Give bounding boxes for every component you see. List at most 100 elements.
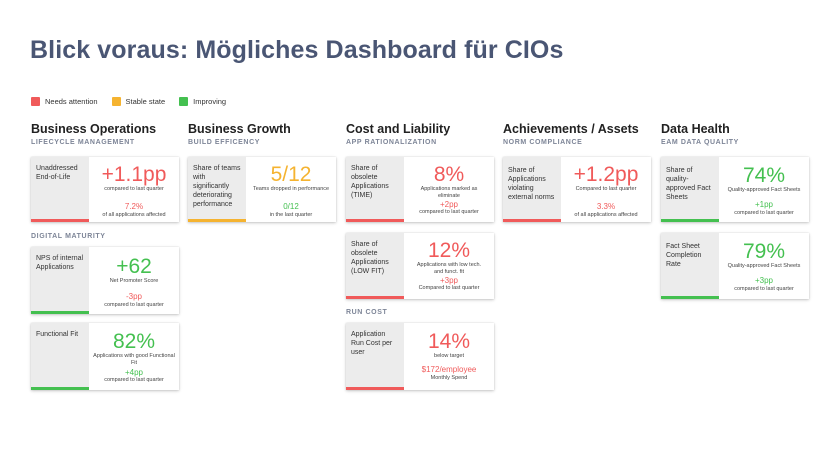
kpi-caption: Quality-approved Fact Sheets [727,263,801,270]
section-label-run-cost: RUN COST [346,309,388,316]
kpi-value: +1.2pp [573,163,639,186]
column-cost-liability: Cost and Liability APP RATIONALIZATION [346,122,496,146]
kpi-delta: +3pp [439,275,459,285]
kpi-value: 5/12 [270,163,312,186]
kpi-delta: $172/employee [421,364,477,374]
kpi-value-panel: 5/12 Teams dropped in performance 0/12 i… [246,157,336,222]
kpi-label-panel: Fact Sheet Completion Rate [661,233,719,299]
status-bar-yellow [188,219,246,222]
kpi-card-norm-violations[interactable]: Share of Applications violating external… [503,157,651,222]
column-business-growth: Business Growth BUILD EFFICENCY [188,122,338,146]
kpi-label-panel: Functional Fit [31,323,89,390]
kpi-caption: Applications with low tech. and funct. f… [416,262,482,275]
kpi-card-nps[interactable]: NPS of internal Applications +62 Net Pro… [31,247,179,314]
status-legend: Needs attention Stable state Improving [31,97,240,106]
kpi-value-panel: 74% Quality-approved Fact Sheets +1pp co… [719,157,809,222]
legend-item-improving: Improving [179,97,226,106]
column-achievements-assets: Achievements / Assets NORM COMPLIANCE [503,122,653,146]
kpi-card-run-cost[interactable]: Application Run Cost per user 14% below … [346,323,494,390]
kpi-value-panel: +1.2pp Compared to last quarter 3.3% of … [561,157,651,222]
kpi-value-panel: +1.1pp compared to last quarter 7.2% of … [89,157,179,222]
kpi-label-panel: Share of Applications violating external… [503,157,561,222]
kpi-label: Application Run Cost per user [351,331,393,357]
section-label-digital-maturity: DIGITAL MATURITY [31,233,106,240]
kpi-delta-caption: of all applications affected [574,211,638,218]
kpi-delta-caption: compared to last quarter [104,377,164,384]
page-title: Blick voraus: Mögliches Dashboard für CI… [30,36,564,64]
kpi-label-panel: Share of teams with significantly deteri… [188,157,246,222]
status-bar-green [661,219,719,222]
kpi-card-obsolete-time[interactable]: Share of obsolete Applications (TIME) 8%… [346,157,494,222]
column-data-health: Data Health EAM DATA QUALITY [661,122,811,146]
status-bar-red [31,219,89,222]
kpi-value-panel: 79% Quality-approved Fact Sheets +3pp co… [719,233,809,299]
kpi-caption: Teams dropped in performance [252,186,330,193]
column-title: Achievements / Assets [503,122,639,136]
kpi-label-panel: Share of obsolete Applications (LOW FIT) [346,233,404,299]
kpi-caption: compared to last quarter [104,186,164,193]
kpi-delta-caption: compared to last quarter [734,285,794,292]
kpi-value: 79% [742,240,786,263]
column-title: Business Operations [31,122,157,136]
legend-label: Stable state [125,97,166,106]
kpi-label-panel: Unaddressed End-of-Life [31,157,89,222]
kpi-label: Share of teams with significantly deteri… [193,165,241,209]
kpi-value: +1.1pp [101,163,167,186]
kpi-delta-caption: Monthly Spend [430,374,468,381]
kpi-card-obsolete-low-fit[interactable]: Share of obsolete Applications (LOW FIT)… [346,233,494,299]
kpi-value: 74% [742,164,786,187]
status-bar-red [503,219,561,222]
kpi-caption: Compared to last quarter [575,186,637,193]
kpi-label-panel: Application Run Cost per user [346,323,404,390]
legend-label: Needs attention [45,97,98,106]
kpi-label-panel: Share of quality-approved Fact Sheets [661,157,719,222]
kpi-value: +62 [116,255,152,278]
kpi-value: 8% [433,163,465,186]
kpi-card-unaddressed-eol[interactable]: Unaddressed End-of-Life +1.1pp compared … [31,157,179,222]
kpi-caption: below target [434,353,464,360]
kpi-delta-caption: of all applications affected [102,211,166,218]
section-label: BUILD EFFICENCY [188,139,260,146]
status-bar-green [31,311,89,314]
kpi-delta: +1pp [754,199,774,209]
status-bar-red [346,219,404,222]
column-title: Data Health [661,122,730,136]
kpi-value-panel: 8% Applications marked as eliminate +2pp… [404,157,494,222]
legend-label: Improving [193,97,227,106]
legend-item-stable-state: Stable state [111,97,166,106]
legend-swatch-red [31,97,40,106]
kpi-label: NPS of internal Applications [36,255,84,272]
kpi-delta: +2pp [439,199,459,209]
kpi-delta-caption: compared to last quarter [104,301,164,308]
kpi-caption: Net Promoter Score [109,278,159,285]
kpi-label: Share of quality-approved Fact Sheets [666,167,711,202]
kpi-value: 14% [427,330,471,353]
kpi-delta-caption: Compared to last quarter [418,285,480,292]
kpi-delta: -3pp [125,291,142,301]
kpi-card-team-performance[interactable]: Share of teams with significantly deteri… [188,157,336,222]
kpi-delta-caption: in the last quarter [269,211,313,218]
column-title: Cost and Liability [346,122,451,136]
kpi-label: Share of obsolete Applications (LOW FIT) [351,241,389,276]
legend-item-needs-attention: Needs attention [31,97,98,106]
kpi-delta: +4pp [124,367,144,377]
kpi-delta-caption: compared to last quarter [419,209,479,216]
kpi-card-completion-rate[interactable]: Fact Sheet Completion Rate 79% Quality-a… [661,233,809,299]
column-business-operations: Business Operations LIFECYCLE MANAGEMENT [31,122,181,146]
kpi-value-panel: 14% below target $172/employee Monthly S… [404,323,494,390]
section-label: NORM COMPLIANCE [503,139,583,146]
kpi-value-panel: 82% Applications with good Functional Fi… [89,323,179,390]
kpi-value: 12% [427,239,471,262]
kpi-card-functional-fit[interactable]: Functional Fit 82% Applications with goo… [31,323,179,390]
kpi-label-panel: NPS of internal Applications [31,247,89,314]
legend-swatch-green [179,97,189,106]
kpi-delta: 7.2% [124,201,144,211]
kpi-card-quality-approved[interactable]: Share of quality-approved Fact Sheets 74… [661,157,809,222]
kpi-caption: Applications with good Functional Fit [93,353,175,366]
status-bar-green [31,387,89,390]
kpi-label: Share of Applications violating external… [508,167,555,202]
status-bar-green [661,296,719,299]
kpi-value: 82% [112,330,156,353]
status-bar-red [346,296,404,299]
kpi-delta: +3pp [754,275,774,285]
